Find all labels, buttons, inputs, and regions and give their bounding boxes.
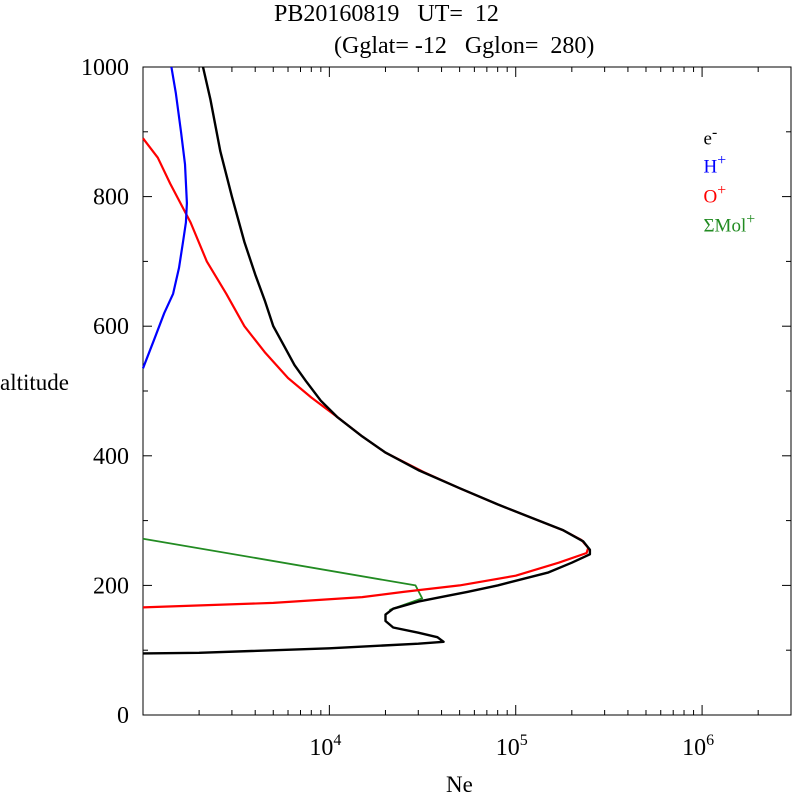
- x-tick-label: 104: [309, 732, 341, 761]
- y-tick-label: 1000: [81, 55, 129, 81]
- series-line-1: [141, 66, 188, 369]
- plot-frame: [142, 66, 792, 716]
- x-tick-label-exponent: 6: [706, 732, 714, 749]
- legend-hydrogen: H+: [694, 131, 727, 178]
- series-line-3: [142, 537, 424, 611]
- legend-molecular: ΣMol+: [694, 190, 756, 237]
- chart-title-line1: PB20160819 UT= 12: [274, 1, 499, 27]
- legend-electrons: e-: [694, 103, 718, 150]
- legend-molecular-sup: +: [746, 211, 756, 228]
- y-tick-label: 0: [117, 703, 129, 729]
- legend-electrons-base: e: [703, 128, 712, 150]
- x-tick-label: 106: [682, 732, 714, 761]
- series-line-2: [142, 137, 590, 609]
- legend-hydrogen-base: H: [703, 156, 718, 178]
- legend-oxygen-sup: +: [717, 182, 727, 199]
- x-tick-label-base: 10: [309, 735, 333, 761]
- y-axis-label: altitude: [0, 370, 69, 395]
- x-axis-label: Ne: [446, 772, 473, 797]
- x-tick-label: 105: [496, 732, 528, 761]
- x-tick-label-exponent: 5: [520, 732, 528, 749]
- legend-oxygen-base: O: [703, 186, 718, 208]
- x-tick-label-base: 10: [496, 735, 520, 761]
- legend-oxygen: O+: [694, 161, 727, 208]
- legend-molecular-base: ΣMol: [703, 215, 747, 237]
- chart-title-line2: (Gglat= -12 Gglon= 280): [334, 33, 595, 59]
- y-tick-label: 600: [93, 314, 129, 340]
- series-line-0: [142, 66, 592, 655]
- legend-hydrogen-sup: +: [717, 152, 727, 169]
- legend-electrons-sup: -: [711, 124, 718, 141]
- x-tick-label-base: 10: [682, 735, 706, 761]
- y-tick-label: 400: [93, 444, 129, 470]
- x-tick-label-exponent: 4: [333, 732, 341, 749]
- y-tick-label: 800: [93, 185, 129, 211]
- y-tick-label: 200: [93, 573, 129, 599]
